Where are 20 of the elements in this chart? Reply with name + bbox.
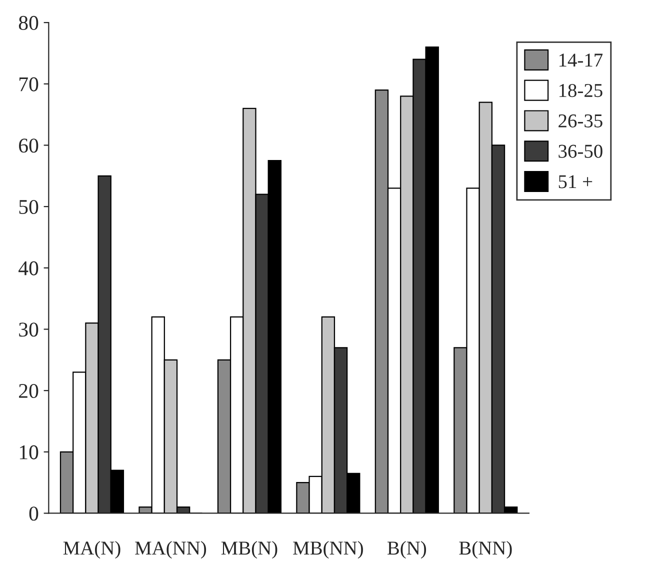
x-tick-label: MB(NN) (293, 541, 363, 559)
x-tick-label: B(NN) (459, 541, 512, 559)
legend-label: 36-50 (558, 144, 602, 158)
y-tick-label: 0 (29, 506, 38, 521)
y-tick-label: 30 (19, 322, 38, 337)
y-tick-label: 70 (19, 77, 38, 92)
legend-label: 18-25 (559, 84, 602, 98)
legend-label: 51 + (558, 175, 592, 188)
x-tick-label: MA(N) (63, 541, 120, 559)
y-tick-label: 60 (19, 138, 38, 153)
y-tick-label: 80 (18, 16, 38, 30)
x-tick-label: MA(NN) (135, 541, 206, 559)
x-tick-label: B(N) (387, 541, 426, 559)
y-tick-label: 20 (19, 384, 38, 398)
x-tick-label: MB(N) (221, 541, 278, 559)
y-tick-label: 50 (19, 200, 38, 214)
y-tick-label: 40 (18, 261, 38, 276)
legend-label: 26-35 (558, 114, 602, 128)
y-tick-label: 10 (20, 445, 38, 460)
legend-label: 14-17 (559, 54, 603, 66)
